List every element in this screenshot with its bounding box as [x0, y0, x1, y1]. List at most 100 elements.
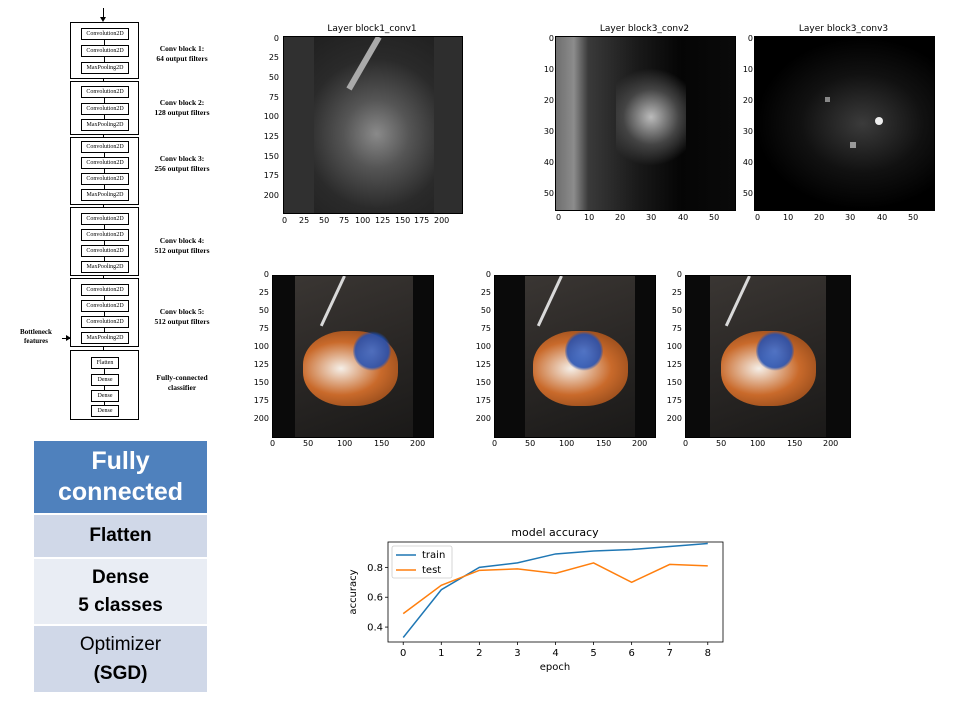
- connector: [104, 57, 105, 62]
- x-tick-label: 3: [514, 648, 520, 659]
- x-tick: 40: [678, 213, 689, 222]
- dog-photo: [272, 275, 434, 438]
- y-tick: 100: [263, 112, 279, 121]
- series-line-train: [402, 542, 708, 638]
- pool-layer: MaxPooling2D: [81, 332, 129, 344]
- y-tick: 200: [666, 414, 682, 423]
- chart-title: model accuracy: [511, 526, 599, 539]
- x-tick: 0: [492, 439, 498, 448]
- legend: train test: [391, 545, 453, 579]
- fc-row-optimizer: Optimizer (SGD): [34, 626, 207, 692]
- x-tick: 50: [709, 213, 720, 222]
- x-tick: 0: [556, 213, 562, 222]
- x-tick: 100: [337, 439, 353, 448]
- feature-map-panel-3: Layer block3_conv3 0 10 20 30 40 50 0 10…: [729, 20, 935, 230]
- y-tick: 30: [543, 127, 554, 136]
- y-tick: 125: [263, 132, 279, 141]
- y-tick: 200: [475, 414, 491, 423]
- x-tick: 25: [299, 216, 310, 225]
- x-tick: 20: [814, 213, 825, 222]
- x-tick-label: 0: [400, 648, 406, 659]
- x-tick: 200: [410, 439, 426, 448]
- y-tick: 50: [742, 189, 753, 198]
- y-tick: 10: [543, 65, 554, 74]
- connector: [104, 386, 105, 390]
- pool-layer: MaxPooling2D: [81, 261, 129, 273]
- dog-photo: [494, 275, 656, 438]
- y-axis-label: accuracy: [348, 569, 359, 614]
- conv-layer: Convolution2D: [81, 86, 129, 98]
- connector: [104, 225, 105, 229]
- feature-map-panel-2: Layer block3_conv2 0 10 20 30 40 50 0 10…: [530, 20, 736, 230]
- y-tick: 100: [253, 342, 269, 351]
- x-tick: 150: [787, 439, 803, 448]
- fc-header: Fully connected: [34, 441, 207, 513]
- y-tick: 125: [253, 360, 269, 369]
- x-tick: 50: [716, 439, 727, 448]
- y-tick: 0: [485, 270, 491, 279]
- connector: [103, 134, 104, 137]
- y-tick: 150: [475, 378, 491, 387]
- x-tick-label: 5: [590, 648, 596, 659]
- x-tick: 100: [750, 439, 766, 448]
- panel-title: Layer block1_conv1: [327, 24, 417, 34]
- dense-layer: Dense: [91, 405, 119, 417]
- panel-title: Layer block3_conv2: [599, 24, 690, 34]
- x-tick: 125: [375, 216, 391, 225]
- bottleneck-label: Bottleneck features: [8, 328, 64, 346]
- feature-map-image: [283, 36, 463, 214]
- bottleneck-line2: features: [24, 337, 48, 345]
- y-tick: 75: [480, 324, 491, 333]
- connector: [104, 115, 105, 119]
- x-tick-label: 1: [438, 648, 444, 659]
- y-tick: 0: [747, 34, 753, 43]
- legend-label-test: test: [422, 565, 441, 576]
- connector: [104, 402, 105, 405]
- accuracy-chart: model accuracy 0 1 2 3 4 5 6 7 80.40.60.8 epoch …: [348, 526, 724, 673]
- y-tick: 50: [258, 306, 269, 315]
- input-arrow: [103, 8, 104, 20]
- dense-layer: Dense: [91, 390, 119, 402]
- classifier-line1: Fully-connected: [156, 373, 208, 382]
- y-tick: 175: [253, 396, 269, 405]
- bottleneck-line1: Bottleneck: [20, 328, 52, 336]
- x-tick: 0: [270, 439, 276, 448]
- y-tick: 200: [263, 191, 279, 200]
- pool-layer: MaxPooling2D: [81, 119, 129, 131]
- block-title: Conv block 3:: [159, 154, 205, 163]
- connector: [104, 98, 105, 103]
- x-tick: 150: [395, 216, 411, 225]
- x-tick-label: 2: [476, 648, 482, 659]
- y-tick: 30: [742, 127, 753, 136]
- y-tick: 150: [253, 378, 269, 387]
- legend-label-train: train: [422, 550, 445, 561]
- dog-photo: [685, 275, 851, 438]
- x-tick-label: 7: [667, 648, 673, 659]
- y-tick: 25: [671, 288, 682, 297]
- connector: [104, 296, 105, 300]
- pool-layer: MaxPooling2D: [81, 62, 129, 74]
- y-tick: 125: [666, 360, 682, 369]
- connector: [103, 275, 104, 278]
- connector: [103, 78, 104, 81]
- conv-layer: Convolution2D: [81, 213, 129, 225]
- x-tick: 50: [908, 213, 919, 222]
- x-tick: 50: [303, 439, 314, 448]
- conv-layer: Convolution2D: [81, 141, 129, 153]
- block-title: Conv block 1:: [159, 44, 205, 53]
- bottleneck-arrowhead: [66, 335, 71, 341]
- connector: [103, 204, 104, 207]
- block-title: Conv block 2:: [159, 98, 205, 107]
- block-filters: 512 output filters: [154, 317, 210, 326]
- connector: [104, 369, 105, 374]
- connector: [104, 328, 105, 332]
- y-tick-label: 0.4: [367, 623, 383, 634]
- y-tick: 125: [475, 360, 491, 369]
- y-tick: 150: [666, 378, 682, 387]
- conv-block-2-label: Conv block 2: 128 output filters: [140, 98, 224, 118]
- y-tick: 20: [543, 96, 554, 105]
- block-title: Conv block 4:: [159, 236, 205, 245]
- fc-header-line1: Fully: [91, 447, 150, 475]
- x-tick: 50: [319, 216, 330, 225]
- input-arrowhead: [100, 17, 106, 22]
